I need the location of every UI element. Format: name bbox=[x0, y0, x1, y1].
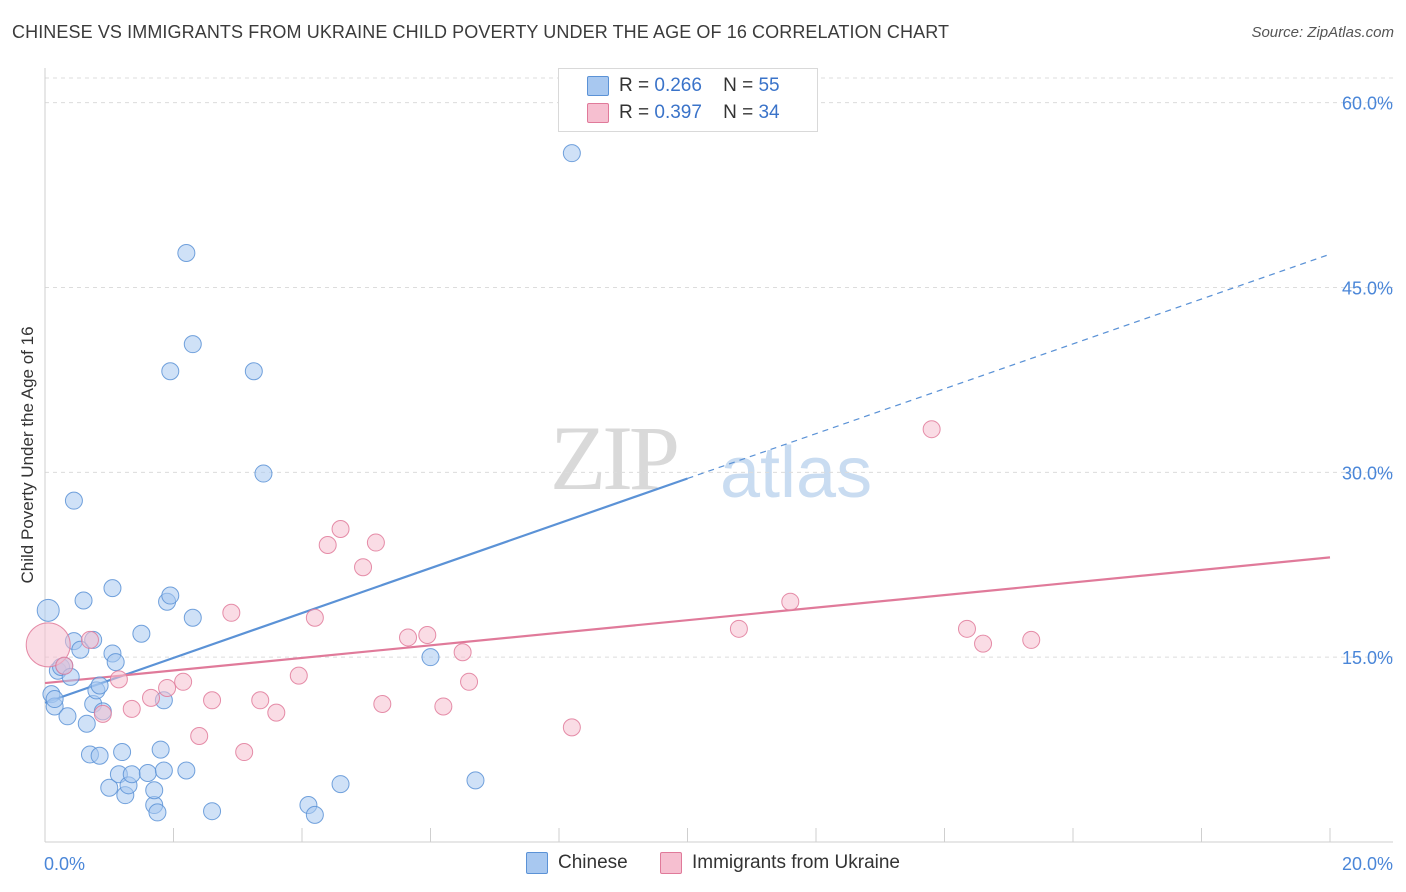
series-name-ukraine: Immigrants from Ukraine bbox=[692, 852, 900, 873]
ukraine-point bbox=[289, 666, 308, 685]
ukraine-point bbox=[354, 558, 373, 577]
ukraine-point bbox=[460, 672, 479, 691]
ukraine-trend-line bbox=[44, 556, 1331, 685]
ukraine-point bbox=[109, 670, 128, 689]
chinese-point bbox=[562, 144, 581, 163]
chinese-trend-extension bbox=[687, 253, 1331, 480]
ukraine-point bbox=[373, 694, 392, 713]
chinese-point bbox=[100, 778, 119, 797]
x-tick-label-0: 0.0% bbox=[44, 854, 85, 874]
chinese-point bbox=[183, 335, 202, 354]
ukraine-point bbox=[251, 691, 270, 710]
ukraine-point bbox=[957, 619, 976, 638]
ukraine-point bbox=[366, 533, 385, 552]
ukraine-point bbox=[158, 678, 177, 697]
ukraine-point bbox=[235, 743, 254, 762]
ukraine-point bbox=[142, 688, 161, 707]
chinese-point bbox=[90, 676, 109, 695]
chinese-point bbox=[161, 362, 180, 381]
chinese-point bbox=[113, 743, 132, 762]
watermark-zip: ZIP bbox=[550, 407, 680, 509]
legend-stats-chinese: R = 0.266 N = 55 bbox=[619, 75, 780, 96]
chinese-point bbox=[421, 648, 440, 667]
axes bbox=[44, 68, 1393, 843]
ukraine-point bbox=[222, 603, 241, 622]
legend-stats-ukraine: R = 0.397 N = 34 bbox=[619, 102, 780, 123]
ukraine-point bbox=[434, 697, 453, 716]
ukraine-point bbox=[93, 704, 112, 723]
ukraine-point bbox=[122, 699, 141, 718]
ukraine-point bbox=[562, 718, 581, 737]
y-axis-label: Child Poverty Under the Age of 16 bbox=[18, 326, 37, 583]
chinese-point bbox=[466, 771, 485, 790]
series-swatch-chinese bbox=[526, 852, 548, 874]
ukraine-point bbox=[1022, 630, 1041, 649]
y-tick-label-0: 15.0% bbox=[1342, 648, 1393, 668]
chinese-point bbox=[151, 740, 170, 759]
source-label: Source: ZipAtlas.com bbox=[1251, 24, 1394, 41]
chinese-point bbox=[305, 805, 324, 824]
chinese-point bbox=[244, 362, 263, 381]
ukraine-point bbox=[25, 622, 71, 668]
chinese-point bbox=[36, 598, 60, 622]
ukraine-point bbox=[305, 608, 324, 627]
ukraine-point bbox=[418, 625, 437, 644]
series-legend-ukraine: Immigrants from Ukraine bbox=[660, 852, 900, 874]
trend-lines bbox=[44, 253, 1331, 704]
chinese-point bbox=[145, 781, 164, 800]
chinese-point bbox=[132, 624, 151, 643]
legend-swatch-ukraine bbox=[587, 103, 609, 123]
watermark-atlas: atlas bbox=[720, 433, 873, 513]
ukraine-point bbox=[974, 634, 993, 653]
ukraine-point bbox=[55, 656, 74, 675]
chinese-point bbox=[138, 763, 157, 782]
ukraine-point bbox=[331, 520, 350, 539]
chinese-point bbox=[154, 761, 173, 780]
ukraine-point bbox=[190, 727, 209, 746]
chart-title: CHINESE VS IMMIGRANTS FROM UKRAINE CHILD… bbox=[12, 22, 950, 42]
chinese-point bbox=[203, 802, 222, 821]
ukraine-point bbox=[174, 672, 193, 691]
stats-legend: R = 0.266 N = 55 R = 0.397 N = 34 bbox=[558, 68, 818, 132]
ukraine-point bbox=[922, 420, 941, 439]
chinese-point bbox=[103, 579, 122, 598]
chinese-point bbox=[122, 765, 141, 784]
series-legend: Chinese Immigrants from Ukraine bbox=[0, 852, 1406, 878]
chinese-point bbox=[177, 761, 196, 780]
chinese-point bbox=[58, 707, 77, 726]
chinese-point bbox=[90, 746, 109, 765]
legend-swatch-chinese bbox=[587, 76, 609, 96]
chinese-point bbox=[331, 775, 350, 794]
chinese-point bbox=[106, 653, 125, 672]
ukraine-point bbox=[267, 703, 286, 722]
chinese-point bbox=[74, 591, 93, 610]
ukraine-point bbox=[453, 643, 472, 662]
series-name-chinese: Chinese bbox=[558, 852, 628, 873]
ukraine-point bbox=[729, 619, 748, 638]
chinese-point bbox=[77, 714, 96, 733]
series-swatch-ukraine bbox=[660, 852, 682, 874]
ukraine-point bbox=[318, 536, 337, 555]
ukraine-point bbox=[203, 691, 222, 710]
chinese-point bbox=[183, 608, 202, 627]
y-tick-label-1: 30.0% bbox=[1342, 463, 1393, 483]
ukraine-point bbox=[399, 628, 418, 647]
chinese-point bbox=[254, 464, 273, 483]
chinese-point bbox=[64, 491, 83, 510]
y-tick-label-2: 45.0% bbox=[1342, 278, 1393, 298]
ukraine-point bbox=[80, 630, 99, 649]
chinese-trend-line bbox=[44, 477, 688, 704]
series-legend-chinese: Chinese bbox=[526, 852, 628, 874]
chinese-point bbox=[177, 243, 196, 262]
x-tick-label-1: 20.0% bbox=[1342, 854, 1393, 874]
chinese-point bbox=[161, 586, 180, 605]
data-points bbox=[25, 144, 1041, 824]
tick-labels: 15.0% 30.0% 45.0% 60.0% 0.0% 20.0% Child Pover… bbox=[18, 94, 1393, 874]
ukraine-point bbox=[781, 592, 800, 611]
y-tick-label-3: 60.0% bbox=[1342, 94, 1393, 114]
chinese-point bbox=[45, 690, 64, 709]
chinese-point bbox=[148, 803, 167, 822]
